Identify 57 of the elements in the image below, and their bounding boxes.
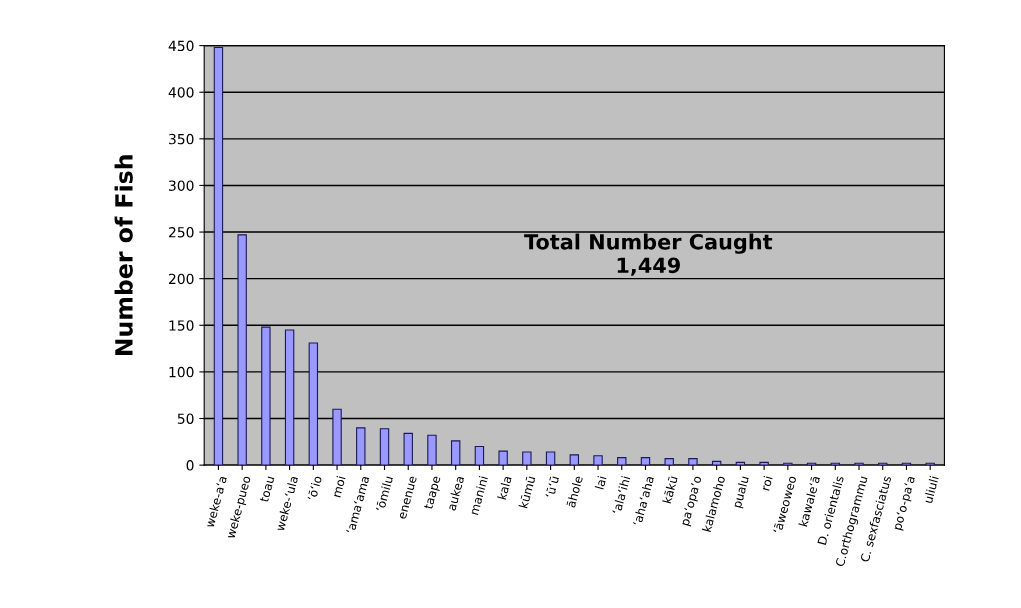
bar: [403, 432, 413, 466]
bar: [308, 342, 319, 466]
x-tick-label: pa‘opa‘o: [680, 475, 704, 527]
bar: [640, 457, 651, 466]
bar: [522, 451, 532, 466]
y-tick-label: 150: [169, 320, 194, 331]
x-tick-label: enenue: [399, 476, 417, 520]
bar: [545, 451, 556, 466]
bar: [450, 440, 461, 466]
bar: [617, 457, 627, 466]
x-tick-label: āhole: [566, 475, 583, 508]
annotation: Total Number Caught 1,449: [524, 233, 773, 276]
bar: [688, 458, 698, 466]
x-tick-label: aukea: [446, 475, 465, 511]
x-tick-label: moi: [331, 475, 346, 498]
x-tick-label: ‘ū‘ū: [545, 475, 560, 498]
bar: [711, 460, 722, 466]
bar: [213, 46, 224, 466]
x-tick-label: kala: [497, 475, 512, 500]
bar: [759, 461, 769, 466]
y-tick-label: 50: [177, 413, 194, 424]
x-tick-label: pualu: [732, 475, 752, 509]
x-tick-label: weke-a‘a: [204, 475, 227, 528]
y-tick-label: 400: [168, 87, 194, 98]
bar: [735, 461, 746, 466]
y-tick-label: 350: [169, 133, 194, 145]
x-tick-label: uliuli: [923, 475, 939, 504]
bar: [664, 458, 674, 466]
y-tick-label: 100: [169, 366, 194, 378]
bar: [237, 234, 247, 466]
x-tick-label: kūmū: [518, 475, 536, 509]
bar: [427, 434, 437, 466]
bar: [379, 428, 390, 466]
y-tick-label: 200: [168, 273, 194, 285]
y-axis-title: Number of Fish: [114, 155, 133, 356]
bar: [261, 326, 271, 466]
x-tick-label: po‘o-pa‘a: [892, 475, 918, 531]
bar: [569, 454, 580, 466]
x-tick-label: ‘ala‘ihi: [611, 475, 631, 515]
x-tick-label: toau: [259, 476, 275, 503]
y-tick-label: 300: [169, 180, 194, 191]
bar: [498, 450, 508, 466]
y-tick-label: 250: [168, 227, 194, 238]
bar: [284, 329, 295, 466]
x-tick-label: taape: [423, 475, 443, 511]
bar: [356, 427, 366, 466]
x-tick-label: lai: [594, 475, 607, 490]
x-tick-label: ‘ōmilu: [375, 475, 394, 512]
bar: [593, 455, 603, 466]
x-tick-label: kākū: [662, 475, 678, 504]
x-tick-label: roi: [760, 475, 773, 491]
bar: [474, 445, 485, 466]
x-tick-label: manini: [469, 475, 488, 516]
x-tick-label: ‘ō‘io: [307, 475, 322, 501]
bar: [332, 408, 342, 466]
y-tick-label: 0: [186, 460, 194, 471]
y-tick-label: 450: [168, 40, 194, 52]
